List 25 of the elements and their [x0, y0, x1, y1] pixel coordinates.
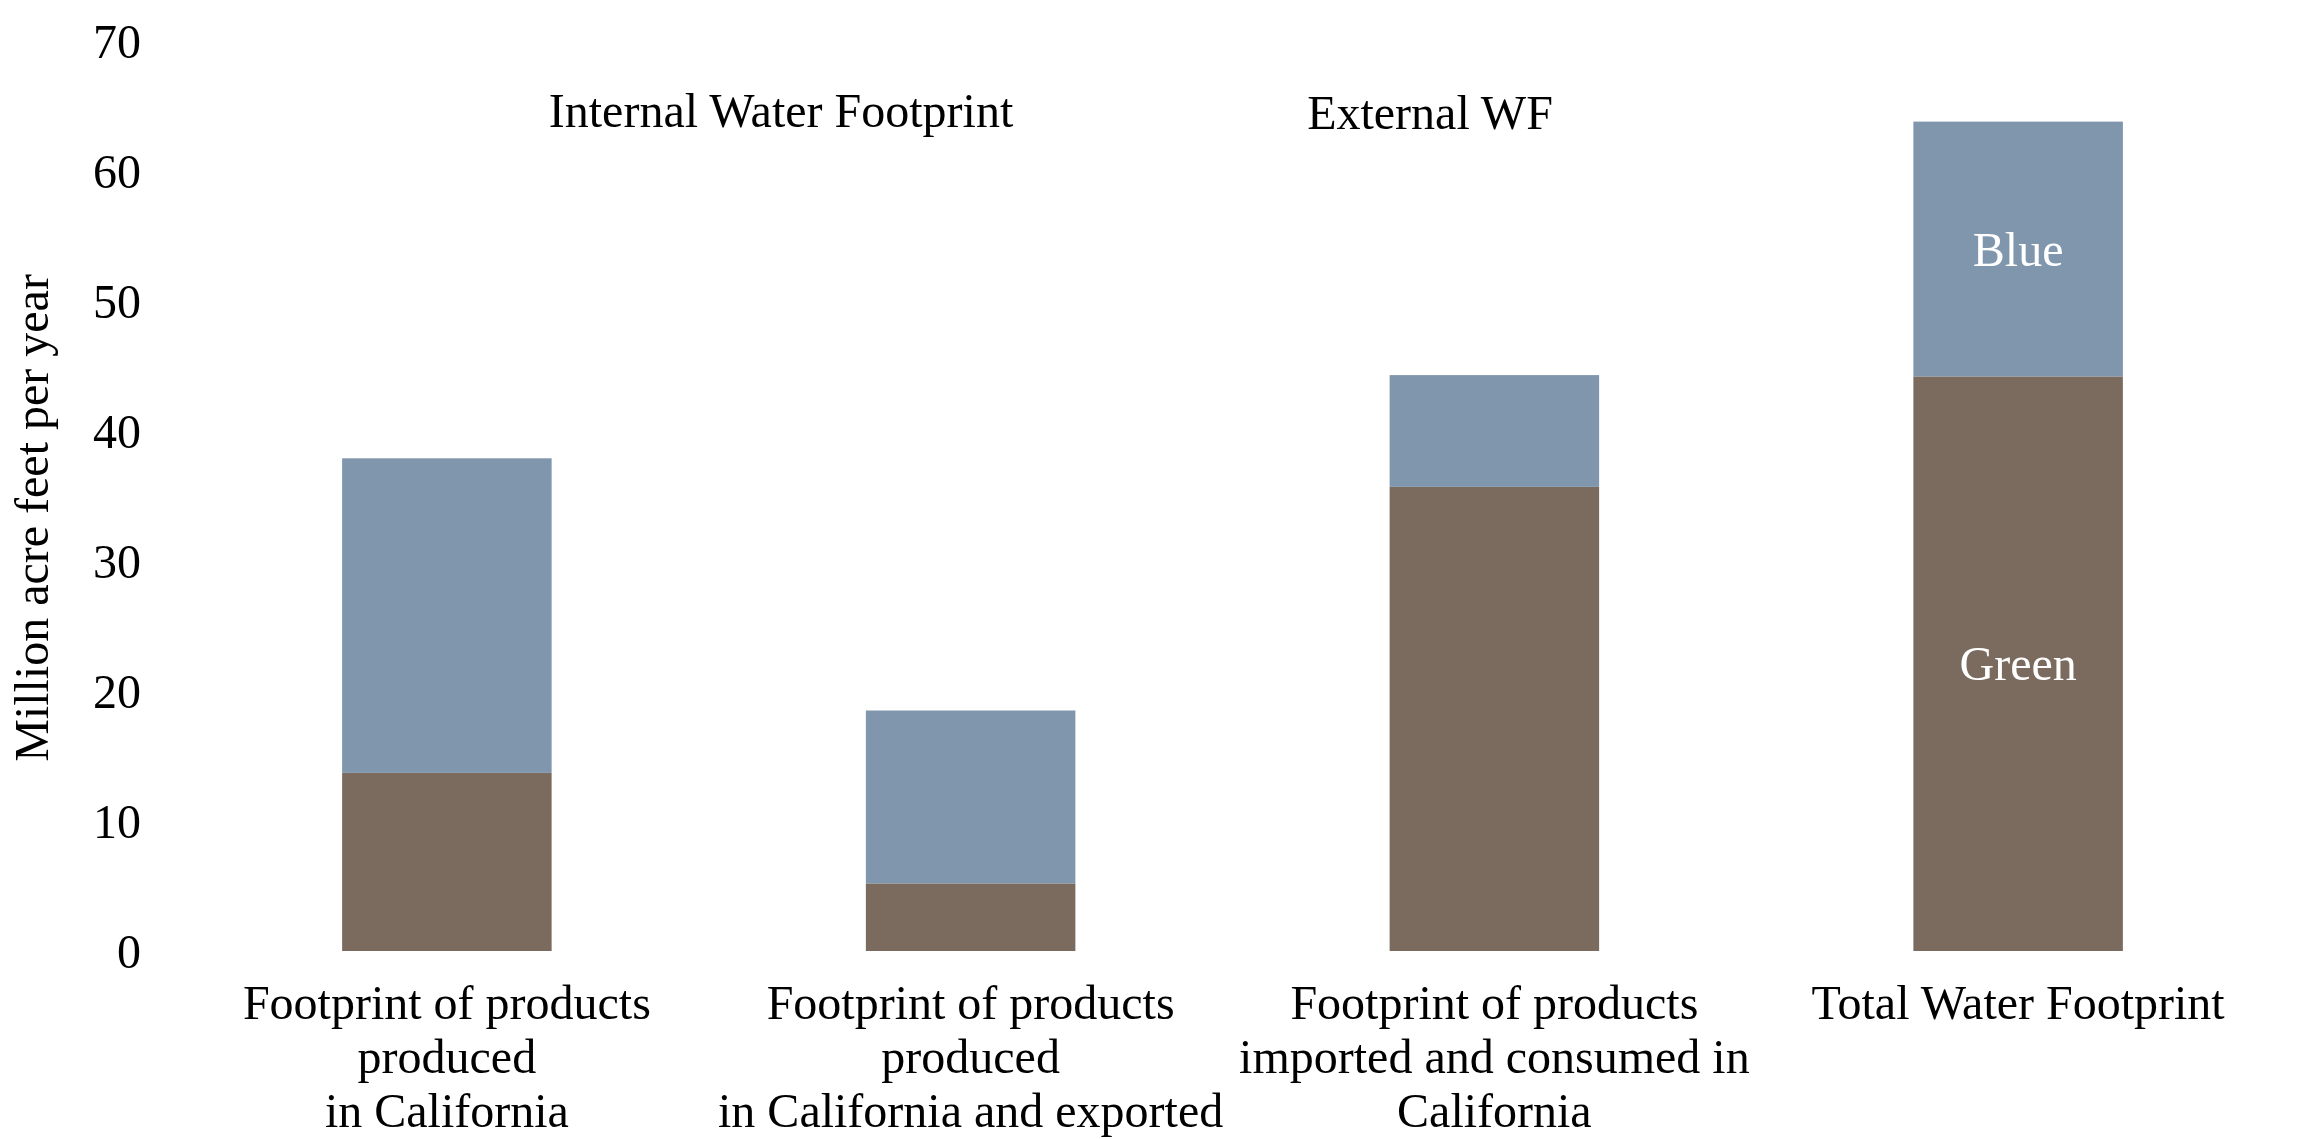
annotation: External WF	[1307, 85, 1553, 139]
bar	[1389, 486, 1600, 951]
bar	[865, 710, 1076, 884]
bar	[1389, 375, 1600, 487]
bar	[1913, 121, 2123, 377]
y-tick-label: 20	[93, 664, 141, 718]
y-tick-label: 40	[93, 404, 141, 458]
bar	[342, 458, 552, 773]
x-tick-label: Footprint of products produced in California and exported	[718, 975, 1224, 1137]
y-tick-label: 70	[93, 14, 141, 68]
y-tick-label: 10	[93, 794, 141, 848]
x-tick-label: Footprint of products produced in California	[242, 975, 651, 1137]
x-tick-label: Total Water Footprint	[1811, 975, 2226, 1029]
y-tick-label: 60	[93, 144, 141, 198]
series-label: Blue	[1972, 222, 2064, 276]
bar	[1913, 376, 2123, 951]
annotation: Internal Water Footprint	[548, 83, 1014, 137]
x-tick-label: Footprint of products imported and consumed in California	[1239, 975, 1750, 1137]
bar	[865, 883, 1076, 951]
bar	[342, 772, 552, 951]
y-tick-label: 50	[93, 274, 141, 328]
y-axis-title: Million acre feet per year	[4, 274, 58, 762]
y-tick-label: 30	[93, 534, 141, 588]
series-label: Green	[1959, 637, 2077, 691]
y-tick-label: 0	[117, 924, 141, 978]
